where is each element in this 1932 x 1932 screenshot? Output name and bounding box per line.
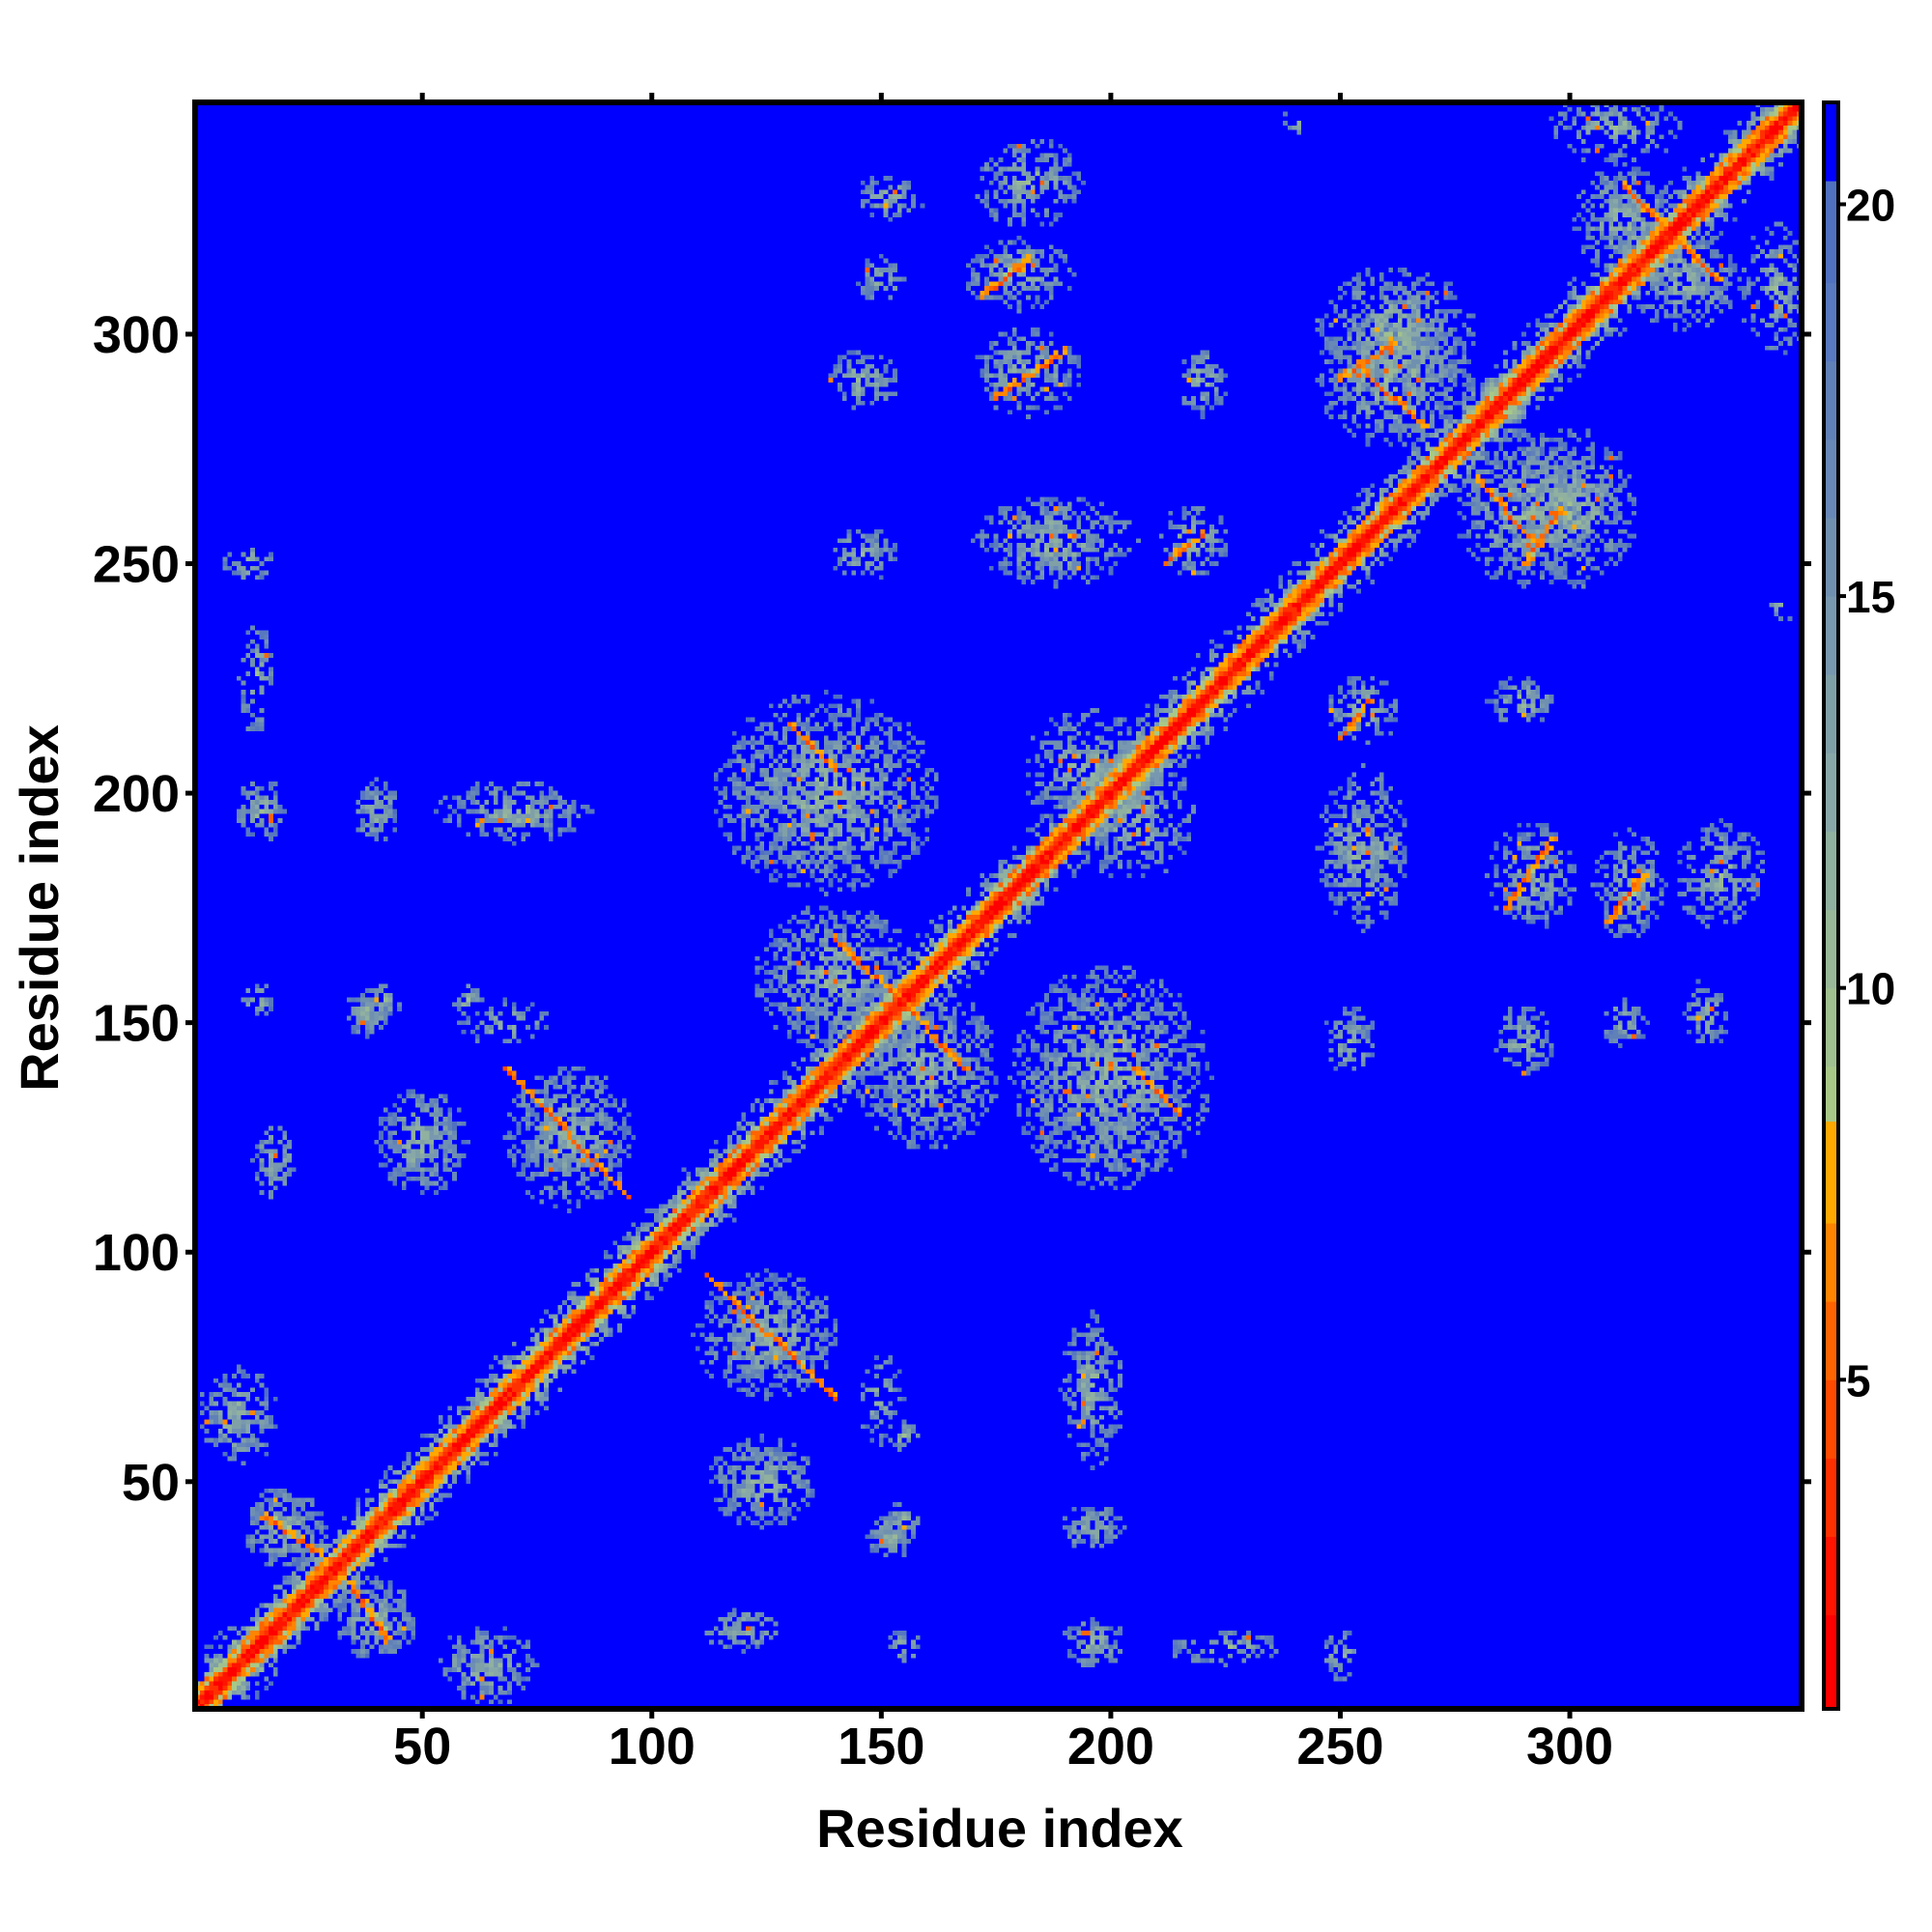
colorbar-step	[1824, 753, 1838, 832]
colorbar-step	[1824, 1301, 1838, 1380]
x-axis: 50 100 150 200 250 300	[393, 93, 1613, 1776]
plot-frame	[192, 99, 1804, 1712]
y-tick-label: 100	[93, 1224, 180, 1282]
colorbar-step	[1824, 987, 1838, 1067]
colorbar-step	[1824, 102, 1838, 182]
y-tick-label: 200	[93, 765, 180, 823]
y-tick-label: 250	[93, 536, 180, 594]
colorbar-frame	[1822, 100, 1840, 1711]
colorbar-step	[1824, 596, 1838, 675]
colorbar-step	[1824, 282, 1838, 362]
y-tick-label: 50	[122, 1454, 180, 1512]
y-tick-label: 300	[93, 306, 180, 364]
colorbar-step	[1824, 1379, 1838, 1459]
colorbar-step	[1824, 1458, 1838, 1538]
y-axis: 50 100 150 200 250 300	[93, 306, 1811, 1512]
y-tick-label: 150	[93, 995, 180, 1053]
x-axis-label: Residue index	[816, 1798, 1183, 1859]
colorbar-step	[1824, 1536, 1838, 1616]
x-tick-label: 300	[1526, 1718, 1613, 1776]
distance-heatmap	[195, 102, 1802, 1709]
colorbar-step	[1824, 1121, 1838, 1224]
colorbar-tick-label: 10	[1846, 964, 1895, 1014]
y-axis-label: Residue index	[9, 724, 70, 1092]
colorbar-tick-label: 15	[1846, 572, 1895, 622]
colorbar-step	[1824, 181, 1838, 284]
colorbar-tick-label: 5	[1846, 1355, 1871, 1406]
colorbar-step	[1824, 439, 1838, 519]
x-tick-label: 250	[1296, 1718, 1383, 1776]
colorbar-step	[1824, 1614, 1838, 1710]
x-tick-label: 100	[609, 1718, 696, 1776]
x-tick-label: 150	[838, 1718, 924, 1776]
colorbar-step	[1824, 517, 1838, 597]
colorbar-step	[1824, 674, 1838, 753]
colorbar-step	[1824, 1065, 1838, 1122]
colorbar-step	[1824, 909, 1838, 989]
colorbar-step	[1824, 1223, 1838, 1302]
x-tick-label: 50	[393, 1718, 451, 1776]
x-tick-label: 200	[1067, 1718, 1154, 1776]
colorbar-tick-label: 20	[1846, 180, 1895, 230]
colorbar: 5 10 15 20	[1822, 100, 1895, 1711]
colorbar-step	[1824, 831, 1838, 911]
colorbar-step	[1824, 360, 1838, 440]
